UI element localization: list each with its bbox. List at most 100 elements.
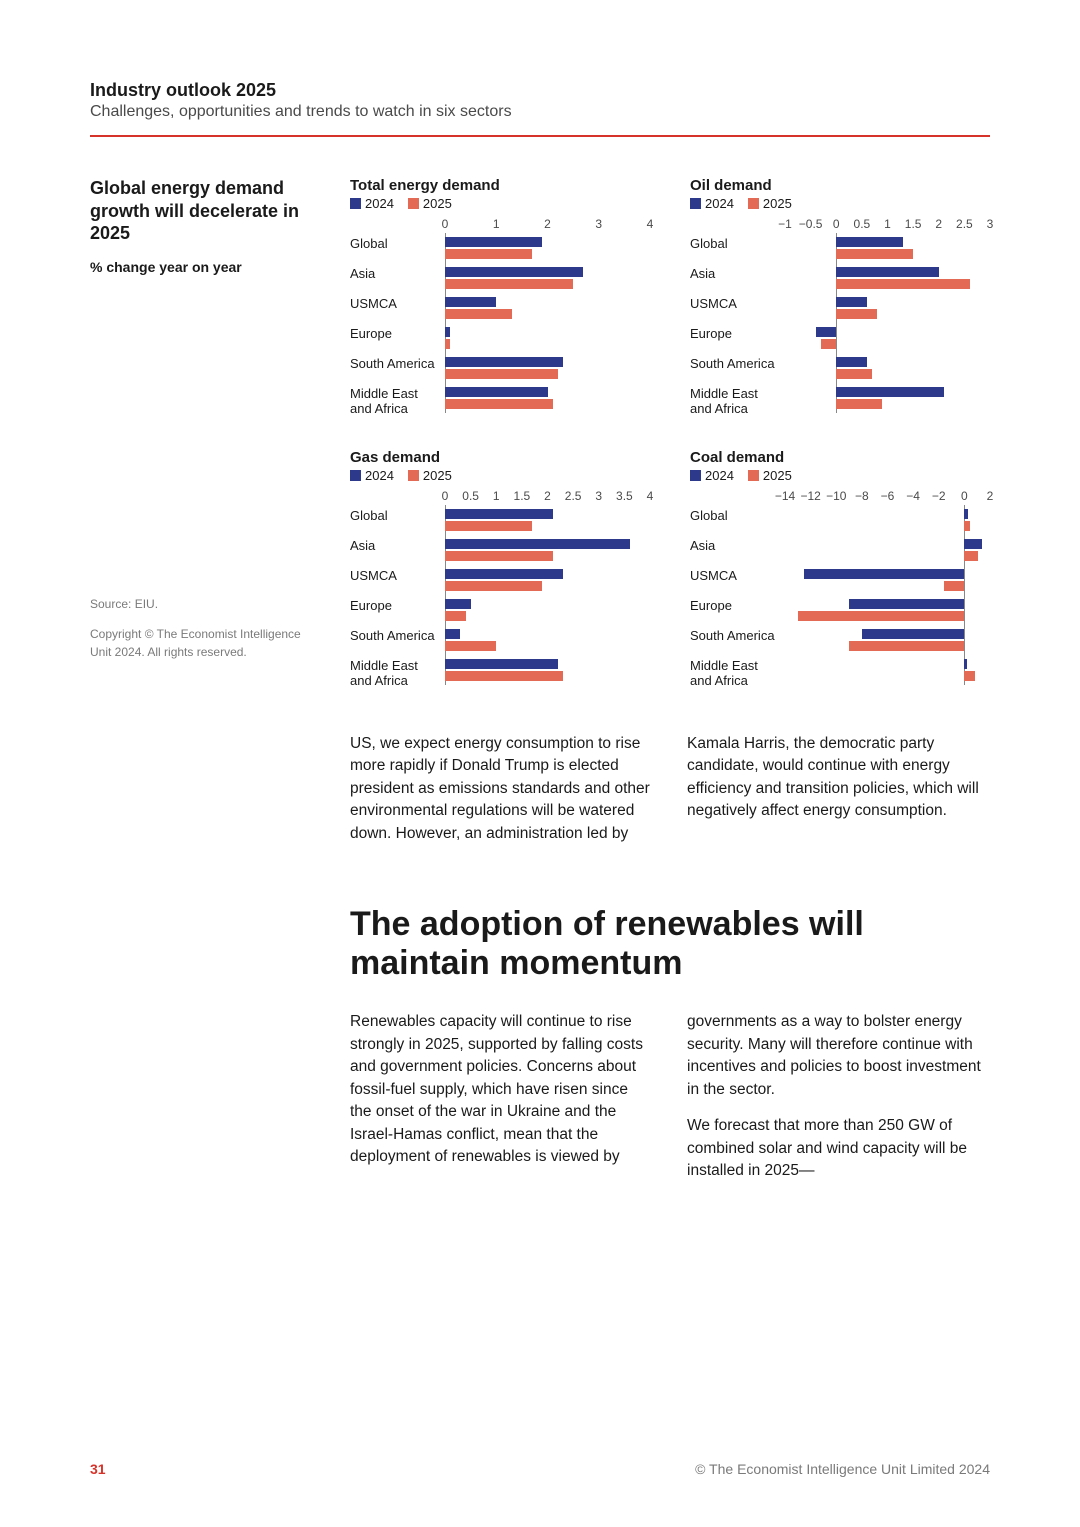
bar-2024 — [836, 237, 903, 247]
bars-wrap — [445, 325, 650, 351]
main-grid: Global energy demand growth will deceler… — [90, 177, 990, 1183]
axis-row: −1−0.500.511.522.53 — [690, 217, 990, 235]
axis-row: −14−12−10−8−6−4−202 — [690, 489, 990, 507]
category-label: Global — [690, 235, 785, 252]
category-label: Middle Eastand Africa — [690, 385, 785, 417]
header-subtitle: Challenges, opportunities and trends to … — [90, 103, 990, 121]
footer-copyright: © The Economist Intelligence Unit Limite… — [695, 1461, 990, 1477]
bar-2025 — [445, 279, 573, 289]
chart-panel: Gas demand2024202500.511.522.533.54Globa… — [350, 449, 650, 693]
chart-row: Asia — [690, 537, 990, 563]
category-label: Middle Eastand Africa — [690, 657, 785, 689]
category-label: Middle Eastand Africa — [350, 385, 445, 417]
category-label: Asia — [690, 265, 785, 282]
axis-tick: 3 — [595, 489, 602, 503]
chart-row: USMCA — [690, 295, 990, 321]
chart-row: Asia — [690, 265, 990, 291]
chart-row: South America — [350, 355, 650, 381]
bar-2025 — [964, 521, 969, 531]
axis-tick: −8 — [855, 489, 869, 503]
category-label: USMCA — [350, 567, 445, 584]
bar-2024 — [964, 659, 967, 669]
bar-2025 — [445, 369, 558, 379]
bar-2024 — [445, 539, 630, 549]
axis-row: 00.511.522.533.54 — [350, 489, 650, 507]
axis-tick: 1 — [884, 217, 891, 231]
bar-2025 — [836, 279, 969, 289]
body-text-2: Renewables capacity will continue to ris… — [350, 1011, 990, 1182]
swatch-2025 — [408, 470, 419, 481]
section-heading: The adoption of renewables will maintain… — [350, 905, 990, 983]
chart-row: Asia — [350, 265, 650, 291]
axis-tick: 0.5 — [462, 489, 479, 503]
page-number: 31 — [90, 1461, 106, 1477]
bar-2025 — [445, 521, 532, 531]
category-label: South America — [350, 355, 445, 372]
bars-wrap — [785, 627, 990, 653]
axis-tick: −2 — [932, 489, 946, 503]
bar-2024 — [849, 599, 964, 609]
swatch-2024 — [690, 470, 701, 481]
bars-wrap — [445, 235, 650, 261]
chart-row: Global — [690, 507, 990, 533]
bars-wrap — [445, 507, 650, 533]
panel-title: Oil demand — [690, 177, 990, 194]
axis-row: 01234 — [350, 217, 650, 235]
bar-2024 — [445, 599, 471, 609]
bar-2025 — [964, 671, 974, 681]
swatch-2024 — [350, 470, 361, 481]
bar-2024 — [445, 629, 460, 639]
axis-ticks: −1−0.500.511.522.53 — [785, 217, 990, 233]
bar-2025 — [445, 581, 542, 591]
chart-title: Global energy demand growth will deceler… — [90, 177, 320, 245]
bars-wrap — [785, 657, 990, 683]
category-label: Middle Eastand Africa — [350, 657, 445, 689]
chart-row: Asia — [350, 537, 650, 563]
category-label: Global — [350, 507, 445, 524]
legend-item-2025: 2025 — [748, 468, 792, 483]
chart-row: Middle Eastand Africa — [350, 657, 650, 689]
legend-item-2024: 2024 — [690, 196, 734, 211]
bars-wrap — [785, 325, 990, 351]
category-label: Europe — [350, 325, 445, 342]
chart-legend: 20242025 — [690, 468, 990, 483]
bar-2025 — [445, 671, 563, 681]
axis-tick: 0 — [442, 489, 449, 503]
zero-line — [836, 323, 837, 353]
category-label: Global — [350, 235, 445, 252]
chart-row: USMCA — [690, 567, 990, 593]
sidebar: Global energy demand growth will deceler… — [90, 177, 320, 693]
bar-2024 — [836, 297, 867, 307]
axis-tick: 2.5 — [565, 489, 582, 503]
category-label: USMCA — [690, 567, 785, 584]
chart-row: Europe — [350, 325, 650, 351]
bars-wrap — [445, 295, 650, 321]
bar-2025 — [445, 309, 512, 319]
bars-wrap — [785, 507, 990, 533]
bar-2024 — [804, 569, 964, 579]
bar-2024 — [445, 327, 450, 337]
chart-legend: 20242025 — [350, 468, 650, 483]
bars-wrap — [445, 537, 650, 563]
axis-tick: 2 — [544, 217, 551, 231]
bar-2024 — [445, 237, 542, 247]
chart-sublabel: % change year on year — [90, 259, 320, 275]
category-label: South America — [690, 627, 785, 644]
axis-spacer — [350, 489, 445, 507]
bar-2025 — [445, 551, 553, 561]
chart-legend: 20242025 — [350, 196, 650, 211]
chart-row: South America — [690, 355, 990, 381]
chart-row: South America — [690, 627, 990, 653]
bar-2025 — [944, 581, 965, 591]
bar-2025 — [445, 611, 466, 621]
chart-row: USMCA — [350, 295, 650, 321]
axis-tick: −10 — [826, 489, 846, 503]
chart-row: Middle Eastand Africa — [690, 657, 990, 689]
bar-2025 — [836, 309, 877, 319]
bars-wrap — [445, 597, 650, 623]
legend-item-2025: 2025 — [408, 468, 452, 483]
category-label: Asia — [690, 537, 785, 554]
axis-tick: 0 — [961, 489, 968, 503]
swatch-2025 — [748, 470, 759, 481]
chart-row: Europe — [690, 597, 990, 623]
